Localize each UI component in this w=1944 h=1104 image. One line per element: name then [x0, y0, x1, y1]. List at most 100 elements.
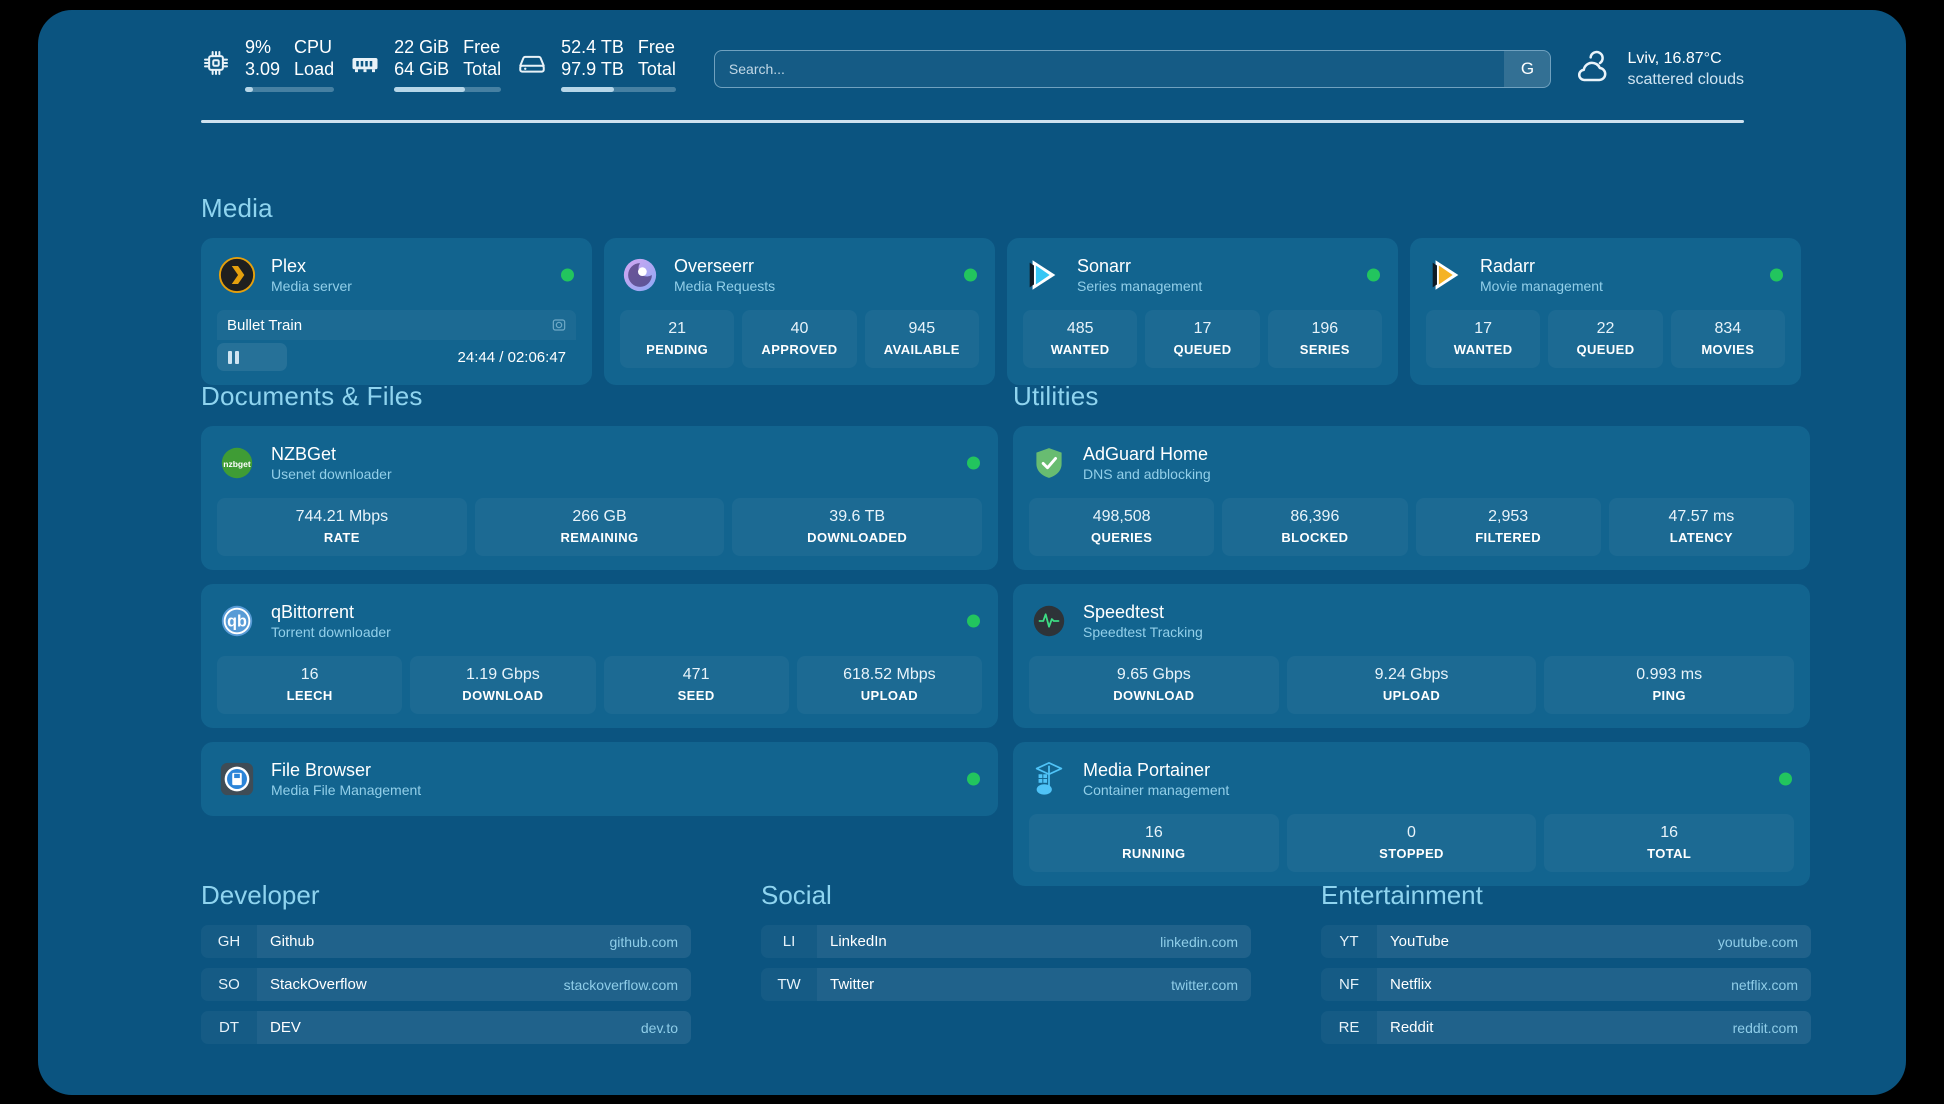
- plex-subtitle: Media server: [271, 277, 352, 294]
- service-card-qbittorrent[interactable]: qb qBittorrent Torrent downloader 16 LEE…: [201, 584, 998, 728]
- cpu-label-top: CPU: [294, 36, 333, 57]
- service-card-overseerr[interactable]: Overseerr Media Requests 21 PENDING 40 A…: [604, 238, 995, 385]
- stat-item: 16 TOTAL: [1544, 814, 1795, 872]
- portainer-logo-icon: [1029, 759, 1069, 799]
- service-card-file-browser[interactable]: File Browser Media File Management: [201, 742, 998, 816]
- bookmark-item[interactable]: NF Netflix netflix.com: [1321, 968, 1811, 1001]
- overseerr-names: Overseerr Media Requests: [674, 255, 775, 296]
- cpu-usage-bar: [245, 86, 335, 92]
- disk-usage-bar: [561, 86, 676, 92]
- service-card-speedtest[interactable]: Speedtest Speedtest Tracking 9.65 Gbps D…: [1013, 584, 1810, 728]
- bookmark-name: YouTube: [1390, 933, 1449, 950]
- disk-label-top: Free: [637, 36, 675, 57]
- service-card-radarr[interactable]: Radarr Movie management 17 WANTED 22 QUE…: [1410, 238, 1801, 385]
- header-divider: [201, 120, 1744, 123]
- stat-label: STOPPED: [1379, 846, 1444, 861]
- stat-item: 0 STOPPED: [1286, 814, 1537, 872]
- stat-label: RUNNING: [1122, 846, 1186, 861]
- bookmark-item[interactable]: RE Reddit reddit.com: [1321, 1011, 1811, 1044]
- weather-condition: scattered clouds: [1627, 71, 1744, 88]
- stat-value: 17: [1474, 320, 1493, 337]
- plex-progress-row[interactable]: 24:44 / 02:06:47: [217, 343, 576, 371]
- cpu-load-value: 3.09: [245, 58, 281, 79]
- bookmark-item[interactable]: LI LinkedIn linkedin.com: [761, 925, 1251, 958]
- bookmark-abbr: GH: [201, 925, 257, 958]
- plex-logo-icon: [217, 255, 257, 295]
- system-stat-cpu: 9% CPU 3.09 Load: [201, 36, 335, 102]
- utilities-section: Utilities AdGuard Home DNS and adblockin…: [1013, 381, 1810, 886]
- radarr-subtitle: Movie management: [1480, 277, 1603, 294]
- stat-value: 471: [682, 666, 710, 683]
- memory-free-value: 22 GiB: [394, 36, 450, 57]
- bookmark-body: DEV dev.to: [257, 1011, 691, 1044]
- stat-item: 618.52 Mbps UPLOAD: [796, 656, 982, 714]
- stat-value: 0: [1407, 824, 1416, 841]
- bookmark-body: Netflix netflix.com: [1377, 968, 1811, 1001]
- stat-item: 22 QUEUED: [1548, 310, 1663, 368]
- media-section-title: Media: [201, 193, 273, 223]
- bookmark-body: LinkedIn linkedin.com: [817, 925, 1251, 958]
- qbittorrent-logo-icon: qb: [217, 601, 257, 641]
- portainer-title: Media Portainer: [1083, 759, 1211, 780]
- stat-label: QUEUED: [1173, 342, 1232, 357]
- nzbget-status-badge: [967, 456, 980, 470]
- bookmark-url: github.com: [609, 933, 678, 950]
- search-provider-button[interactable]: G: [1504, 51, 1551, 87]
- nzbget-names: NZBGet Usenet downloader: [271, 443, 392, 484]
- bookmark-group-title: Developer: [201, 880, 320, 910]
- media-section: Media Plex Media server: [201, 193, 1801, 385]
- stat-value: 1.19 Gbps: [465, 666, 540, 683]
- stat-value: 22: [1596, 320, 1615, 337]
- stat-value: 266 GB: [572, 508, 627, 525]
- system-stat-memory: 22 GiB Free 64 GiB Total: [350, 36, 502, 102]
- bookmark-url: reddit.com: [1732, 1019, 1798, 1036]
- stat-value: 39.6 TB: [829, 508, 886, 525]
- stat-item: 471 SEED: [603, 656, 789, 714]
- overseerr-stats: 21 PENDING 40 APPROVED 945 AVAILABLE: [620, 310, 979, 368]
- stat-item: 196 SERIES: [1267, 310, 1382, 368]
- stat-item: 16 RUNNING: [1029, 814, 1279, 872]
- stat-item: 21 PENDING: [620, 310, 735, 368]
- service-card-adguard-home[interactable]: AdGuard Home DNS and adblocking 498,508 …: [1013, 426, 1810, 570]
- bookmark-abbr: NF: [1321, 968, 1377, 1001]
- stat-item: 86,396 BLOCKED: [1222, 498, 1408, 556]
- bookmark-abbr: RE: [1321, 1011, 1377, 1044]
- stat-value: 744.21 Mbps: [295, 508, 389, 525]
- service-card-plex[interactable]: Plex Media server Bullet Train: [201, 238, 592, 385]
- plex-now-playing-title: Bullet Train: [227, 316, 303, 334]
- service-card-nzbget[interactable]: nzbget NZBGet Usenet downloader 744.21 M…: [201, 426, 998, 570]
- pause-icon[interactable]: [228, 350, 239, 364]
- radarr-stats: 17 WANTED 22 QUEUED 834 MOVIES: [1426, 310, 1785, 368]
- portainer-subtitle: Container management: [1083, 781, 1230, 798]
- search-input[interactable]: [713, 50, 1552, 88]
- plex-time-separator: /: [499, 348, 504, 366]
- disk-total-value: 97.9 TB: [561, 58, 624, 79]
- bookmark-group-entertainment: Entertainment YT YouTube youtube.com NF …: [1321, 880, 1811, 1054]
- stat-item: 9.65 Gbps DOWNLOAD: [1029, 656, 1279, 714]
- plex-playback-time: 24:44 / 02:06:47: [458, 349, 566, 366]
- bookmark-item[interactable]: DT DEV dev.to: [201, 1011, 691, 1044]
- weather-widget[interactable]: Lviv, 16.87°C scattered clouds: [1573, 48, 1744, 90]
- bookmark-item[interactable]: SO StackOverflow stackoverflow.com: [201, 968, 691, 1001]
- stat-item: 47.57 ms LATENCY: [1608, 498, 1794, 556]
- service-card-sonarr[interactable]: Sonarr Series management 485 WANTED 17 Q…: [1007, 238, 1398, 385]
- bookmark-item[interactable]: YT YouTube youtube.com: [1321, 925, 1811, 958]
- bookmark-abbr: SO: [201, 968, 257, 1001]
- bookmark-url: linkedin.com: [1160, 933, 1238, 950]
- stat-value: 16: [1660, 824, 1679, 841]
- stat-label: BLOCKED: [1281, 530, 1349, 545]
- plex-elapsed: 24:44: [457, 348, 496, 366]
- adguard-subtitle: DNS and adblocking: [1083, 465, 1211, 482]
- service-card-media-portainer[interactable]: Media Portainer Container management 16 …: [1013, 742, 1810, 886]
- cpu-usage-value: 9%: [245, 36, 272, 57]
- cpu-icon: [201, 48, 231, 78]
- bookmark-item[interactable]: GH Github github.com: [201, 925, 691, 958]
- stat-label: TOTAL: [1647, 846, 1692, 861]
- cast-icon[interactable]: [551, 317, 567, 333]
- qbittorrent-title: qBittorrent: [271, 601, 355, 622]
- weather-location-temp: Lviv, 16.87°C: [1627, 50, 1722, 67]
- bookmark-body: YouTube youtube.com: [1377, 925, 1811, 958]
- cloud-icon: [1573, 49, 1613, 89]
- bookmark-item[interactable]: TW Twitter twitter.com: [761, 968, 1251, 1001]
